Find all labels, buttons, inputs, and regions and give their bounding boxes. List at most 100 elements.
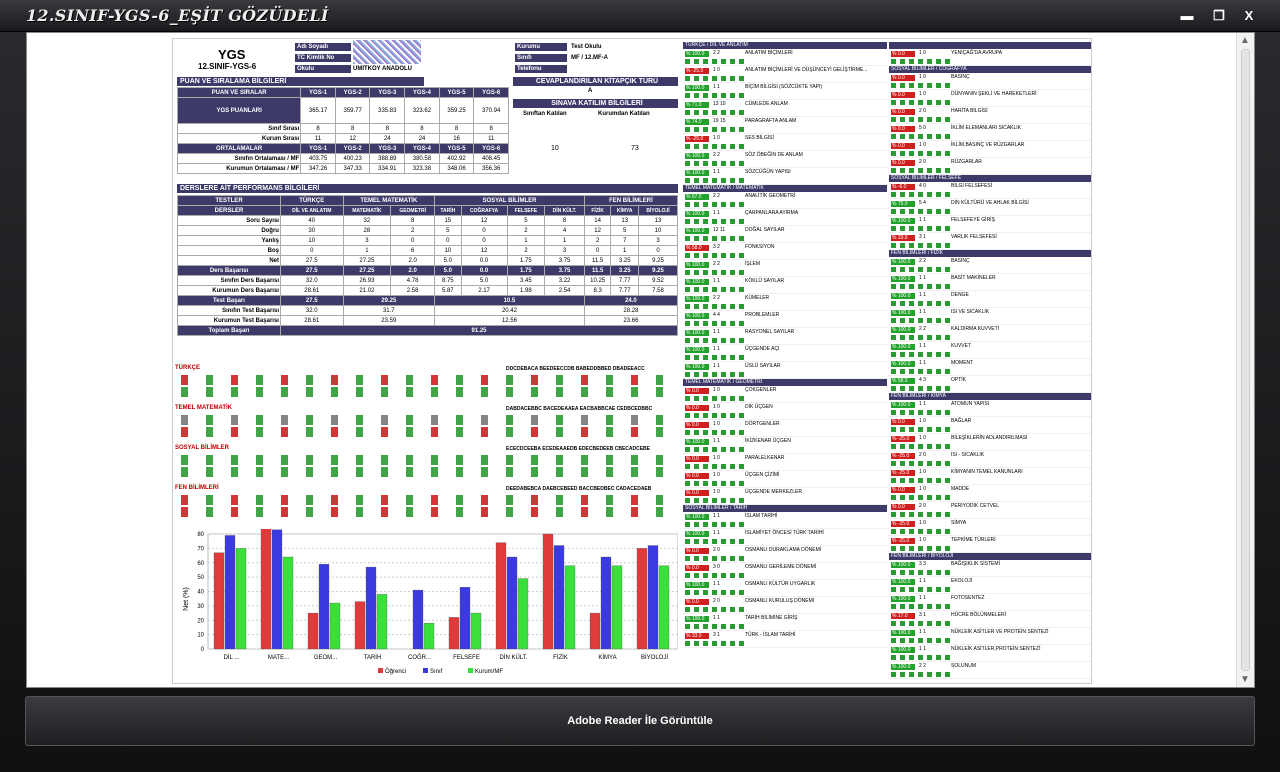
topic-percent: % 0.0 (891, 75, 915, 81)
chart-bar (448, 617, 460, 650)
table-cell: Kurumun Ders Başarısı (177, 285, 281, 296)
topic-row: % 0.0 2 0 OSMANLI KURULUŞ DÖNEMİ (683, 597, 887, 614)
table-row: Test Başarı 27.5 29.25 10.5 24.0 (177, 295, 679, 306)
topic-question-counts: 1 0 (713, 472, 720, 478)
table-cell: 5 (610, 225, 639, 236)
vertical-scrollbar[interactable]: ▲ ▼ (1236, 33, 1254, 687)
topic-question-counts: 1 1 (713, 346, 720, 352)
y-axis-label: Net (%) (183, 587, 190, 611)
topic-percent: % 0.0 (891, 51, 915, 57)
table-cell: YGS-2 (334, 87, 371, 98)
topic-percent: % 100.0 (891, 562, 915, 568)
table-cell: 28.61 (279, 315, 344, 326)
restore-button[interactable]: ❐ (1213, 8, 1225, 23)
topic-row: % 100.0 1 1 RASYONEL SAYILAR (683, 328, 887, 345)
x-tick-label: FELSEFE (453, 655, 480, 661)
topic-name: PARALELKENAR (745, 455, 785, 461)
topic-answer-dots (891, 369, 951, 374)
topic-percent: % 100.0 (891, 259, 915, 265)
topic-name: KÜMELER (745, 295, 770, 301)
info2-label: Kurumu (515, 43, 567, 51)
table-cell: 7.58 (638, 285, 678, 296)
scroll-thumb[interactable] (1241, 49, 1250, 671)
minimize-button[interactable]: ▬ (1180, 8, 1194, 23)
topic-category: TEMEL MATEMATİK / MATEMATİK (683, 185, 887, 192)
answer-section-title: FEN BİLİMLERİ (175, 485, 219, 491)
topic-answer-dots (685, 396, 745, 401)
topic-answer-dots (891, 638, 951, 643)
table-cell: Net (177, 255, 281, 266)
topic-answer-dots (685, 236, 745, 241)
table-cell: 26.93 (342, 275, 392, 286)
pdf-viewer[interactable]: ▲ ▼ YGS 12.SINIF-YGS-6 Adı Soyadı TC Kiml… (26, 32, 1255, 688)
topic-question-counts: 2 0 (919, 159, 926, 165)
table-cell: 3.75 (544, 265, 585, 276)
table-cell: 24 (404, 133, 440, 144)
table-cell: 8 (404, 123, 440, 134)
table-cell: 13 (610, 215, 639, 226)
answer-bubbles-row (181, 495, 681, 505)
topic-percent: % 100.0 (685, 582, 709, 588)
topic-name: BAĞIŞIKLIK SİSTEMİ (951, 561, 1000, 567)
table-cell: 27.5 (279, 295, 344, 306)
topic-question-counts: 13 10 (713, 101, 726, 107)
topic-percent: % 100.0 (685, 211, 709, 217)
kitapcik-value: A (588, 88, 593, 94)
topic-question-counts: 12 11 (713, 227, 726, 233)
table-cell: BİYOLOJİ (638, 205, 678, 216)
table-cell: 3.25 (610, 265, 639, 276)
chart-bar (459, 587, 471, 650)
topic-question-counts: 2 0 (713, 547, 720, 553)
table-cell: 2.54 (544, 285, 585, 296)
table-cell: 2 (583, 235, 612, 246)
table-cell: 3 (342, 235, 392, 246)
topic-answer-dots (685, 321, 745, 326)
topic-answer-dots (685, 464, 745, 469)
topic-category: FEN BİLİMLERİ / FİZİK (889, 250, 1091, 257)
table-cell: 28 (342, 225, 392, 236)
table-cell: 23.59 (342, 315, 436, 326)
topic-question-counts: 1 0 (713, 67, 720, 73)
topic-answer-dots (891, 546, 951, 551)
topic-name: BİÇİM BİLGİSİ (SÖZCÜKTE YAPI) (745, 84, 823, 90)
topic-percent: % 58.0 (891, 378, 915, 384)
table-cell: Yanlış (177, 235, 281, 246)
table-cell: 2.58 (390, 285, 436, 296)
topic-answer-dots (891, 59, 951, 64)
topic-answer-dots (685, 161, 745, 166)
table-cell: 3.25 (610, 255, 639, 266)
topic-answer-dots (685, 253, 745, 258)
y-tick-label: 50 (197, 575, 204, 581)
table-cell: 31.7 (342, 305, 436, 316)
topic-name: ÇOKGENLER (745, 387, 777, 393)
table-cell: 8.75 (434, 275, 462, 286)
topic-name: ANLATIM BİÇİMLERİ (745, 50, 793, 56)
topic-question-counts: 1 1 (713, 513, 720, 519)
topic-row: % 100.0 2 2 ANLATIM BİÇİMLERİ (683, 49, 887, 66)
x-tick-label: MATE... (268, 655, 290, 661)
table-cell: 1 (544, 235, 585, 246)
table-cell: 5.0 (434, 255, 462, 266)
table-row: PUAN VE SIRALAR YGS-1 YGS-2 YGS-3 YGS-4 YGS-5… (176, 87, 509, 98)
topic-question-counts: 1 1 (713, 169, 720, 175)
topic-category: TÜRKÇE / DİL VE ANLATIM (683, 42, 887, 49)
topic-row: % 17.0 3 1 HÜCRE BÖLÜNMELERİ (889, 611, 1091, 628)
table-cell: 6 (390, 245, 436, 256)
topic-percent: % 0.0 (891, 419, 915, 425)
topic-question-counts: 2 0 (713, 598, 720, 604)
topic-percent: % 100.0 (685, 313, 709, 319)
close-button[interactable]: X (1244, 8, 1254, 23)
table-cell: 8 (438, 123, 475, 134)
scroll-down-icon[interactable]: ▼ (1240, 674, 1250, 685)
table-cell: 2.0 (390, 265, 436, 276)
table-cell: 8 (390, 215, 436, 226)
topic-question-counts: 1 0 (919, 520, 926, 526)
topic-answer-dots (891, 192, 951, 197)
topic-row: % 0.0 1 0 ÜÇGENDE MERKEZLER (683, 488, 887, 505)
adobe-reader-button[interactable]: Adobe Reader İle Görüntüle (25, 696, 1255, 746)
table-cell: 370.94 (473, 97, 509, 124)
table-cell: 0 (434, 235, 462, 246)
topic-name: HÜCRE BÖLÜNMELERİ (951, 612, 1007, 618)
scroll-up-icon[interactable]: ▲ (1240, 35, 1250, 46)
